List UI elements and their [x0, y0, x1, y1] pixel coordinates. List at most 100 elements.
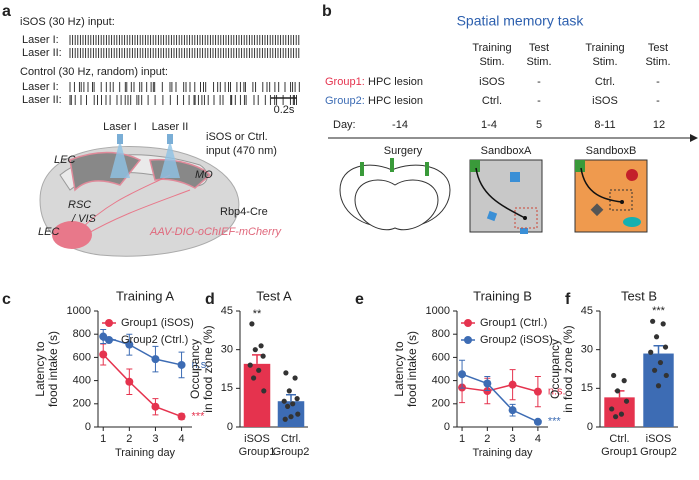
data-point [533, 417, 542, 426]
y-tick-label: 600 [432, 351, 450, 363]
data-point [458, 370, 467, 379]
x-tick-label: Group2 [640, 446, 677, 458]
x-tick-label: Ctrl. [609, 433, 629, 445]
data-point [99, 350, 108, 359]
individual-point [611, 372, 617, 379]
panel-title: Spatial memory task [457, 13, 585, 29]
table-cell: - [656, 76, 660, 88]
stage-label: SandboxB [586, 145, 637, 157]
legend-marker [105, 319, 113, 327]
table-cell: - [656, 95, 660, 107]
laser-row-label: Laser I: [22, 34, 59, 46]
x-tick-label: Group2 [273, 446, 310, 458]
individual-point [251, 375, 257, 381]
laser-row-label: Laser II: [22, 47, 62, 59]
virus: AAV-DIO-oChIEF-mCherry [149, 226, 283, 238]
individual-point [623, 398, 630, 404]
data-point [99, 332, 108, 341]
design-table: Training Stim. Test Stim. Training Stim. Test S… [325, 42, 671, 157]
bar [643, 353, 674, 427]
x-tick-label: 2 [126, 433, 132, 445]
y-tick-label: 30 [221, 344, 233, 356]
series-line [461, 383, 539, 393]
laser-label: Laser II [152, 121, 189, 133]
error-bar [286, 394, 296, 402]
stage-label: Surgery [384, 145, 423, 157]
individual-point [283, 370, 289, 376]
spike-train [69, 82, 300, 92]
y-tick-label: 200 [73, 398, 91, 410]
data-point [151, 402, 160, 411]
table-cell: Ctrl. [595, 76, 615, 88]
panel-label: c [2, 291, 11, 308]
x-tick-label: 4 [535, 433, 541, 445]
bar [243, 363, 271, 427]
annotation: *** [192, 410, 206, 422]
individual-point [285, 403, 291, 409]
series-line [461, 373, 539, 423]
data-point [177, 360, 186, 369]
table-cell: Ctrl. [482, 95, 502, 107]
column-header: Stim. [526, 56, 551, 68]
individual-point [295, 411, 301, 417]
region-label: RSC [68, 199, 91, 211]
x-tick-label: 4 [178, 433, 184, 445]
bar [604, 397, 635, 427]
data-point [177, 412, 186, 421]
y-tick-label: 0 [444, 421, 450, 433]
individual-point [655, 383, 662, 389]
y-tick-label: 800 [73, 328, 91, 340]
column-header: Stim. [479, 56, 504, 68]
x-tick-label: Group1 [601, 446, 638, 458]
individual-point [294, 396, 300, 402]
series-line [102, 353, 182, 418]
region-label: LEC [54, 154, 75, 166]
y-tick-label: 15 [221, 382, 233, 394]
individual-point [286, 388, 292, 394]
data-point [483, 387, 492, 396]
individual-point [252, 347, 258, 353]
y-axis-label: Occupancy [548, 339, 562, 399]
individual-point [648, 349, 654, 355]
day-label: 1-4 [481, 119, 497, 131]
spike-train [69, 48, 300, 58]
individual-point [256, 367, 262, 373]
day-label: 5 [536, 119, 542, 131]
individual-point [290, 401, 296, 407]
legend-label: Group1 (Ctrl.) [480, 317, 547, 329]
brain-illustration [39, 134, 240, 257]
individual-point [288, 414, 294, 420]
individual-point [650, 318, 656, 324]
day-label: 8-11 [594, 119, 615, 131]
individual-point [621, 378, 627, 384]
error-bar [252, 354, 262, 364]
individual-point [249, 321, 255, 327]
legend-marker [464, 319, 472, 327]
laser-label: Laser I [103, 121, 137, 133]
legend-label: Group1 (iSOS) [121, 317, 194, 329]
data-point [508, 380, 517, 389]
y-axis-label: Occupancy [188, 339, 202, 399]
series-line [102, 335, 182, 366]
panel-label: a [2, 3, 11, 20]
y-tick-label: 200 [432, 398, 450, 410]
panel-label: b [322, 3, 332, 20]
spike-train [69, 35, 300, 45]
y-axis-label: food intake (s) [405, 331, 419, 407]
individual-point [282, 416, 288, 422]
y-tick-label: 400 [432, 375, 450, 387]
spike-train [69, 95, 297, 105]
timeline-arrow [690, 134, 698, 142]
table-cell: - [537, 76, 541, 88]
individual-point [260, 353, 266, 359]
legend-marker [464, 336, 472, 344]
individual-point [614, 388, 621, 394]
individual-point [653, 334, 660, 340]
column-header: Training [472, 42, 511, 54]
y-tick-label: 1000 [67, 305, 91, 317]
chart-title: Training A [116, 288, 174, 303]
column-header: Stim. [592, 56, 617, 68]
mouse-line: Rbp4-Cre [220, 206, 268, 218]
y-axis-label: food intake (s) [46, 331, 60, 407]
column-header: Stim. [645, 56, 670, 68]
